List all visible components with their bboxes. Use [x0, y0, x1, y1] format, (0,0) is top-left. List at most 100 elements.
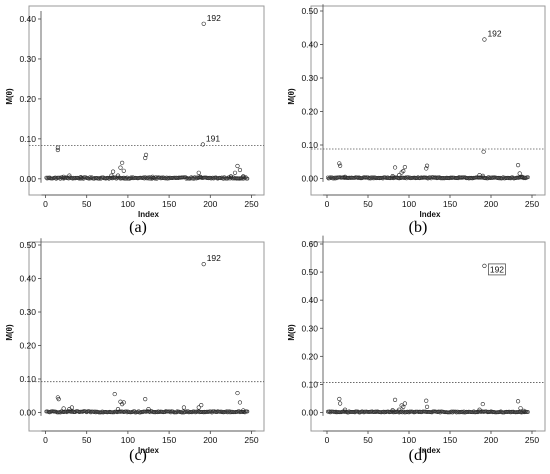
x-axis-label: Index — [138, 446, 159, 455]
data-point — [112, 391, 117, 397]
data-point — [477, 407, 482, 412]
y-axis-label: M(θ) — [287, 88, 296, 105]
y-tick-label: 0.50 — [19, 240, 36, 250]
baseline-point — [219, 176, 223, 181]
y-tick-label: 0.30 — [301, 73, 318, 83]
baseline-point — [141, 175, 146, 180]
x-tick-label: 100 — [402, 199, 416, 209]
data-point — [78, 175, 84, 180]
baseline-point — [70, 176, 75, 181]
y-tick-label: 0.00 — [19, 408, 36, 418]
data-point — [118, 165, 123, 170]
point-label: 191 — [206, 133, 220, 143]
data-point — [338, 163, 343, 168]
data-point — [67, 173, 72, 178]
baseline-point — [138, 410, 143, 415]
data-point — [196, 170, 201, 175]
x-axis-label: Index — [420, 210, 441, 219]
baseline-point — [194, 176, 199, 181]
data-point — [392, 165, 398, 170]
x-tick-label: 150 — [162, 435, 176, 445]
baseline-point — [88, 175, 92, 180]
data-point — [200, 142, 205, 147]
data-point — [521, 408, 526, 413]
point-label: 192 — [487, 28, 501, 38]
x-axis-label: Index — [420, 446, 441, 455]
x-tick-label: 50 — [363, 199, 373, 209]
panel-caption: (a) — [129, 219, 147, 236]
data-point — [110, 169, 116, 174]
x-tick-label: 50 — [82, 199, 92, 209]
baseline-point — [524, 176, 529, 180]
y-tick-label: 0.30 — [19, 307, 36, 317]
x-tick-label: 50 — [82, 435, 92, 445]
x-tick-label: 100 — [121, 435, 135, 445]
baseline-point — [159, 175, 164, 180]
point-label: 192 — [207, 253, 221, 263]
data-point — [390, 408, 395, 413]
chart-panel: 0.00 0.10 0.20 0.30 0.40 0.50 M(θ) 0 50 100 150 200… — [287, 4, 546, 236]
y-tick-label: 0.60 — [301, 239, 318, 249]
data-point — [121, 168, 126, 173]
data-point — [56, 397, 61, 402]
data-point — [424, 166, 429, 171]
y-tick-label: 0.10 — [301, 140, 318, 150]
y-tick-label: 0.10 — [19, 374, 36, 384]
x-tick-label: 250 — [244, 199, 258, 209]
data-point — [402, 401, 408, 406]
baseline-point — [435, 175, 440, 180]
chart-panel: 0.00 0.10 0.20 0.30 0.40 M(θ) 0 50 100 150 200 250 I… — [5, 5, 265, 236]
x-tick-label: 100 — [402, 435, 416, 445]
y-tick-label: 0.50 — [301, 267, 318, 277]
x-tick-label: 200 — [484, 435, 498, 445]
data-point — [424, 398, 429, 403]
baseline-point — [129, 175, 134, 180]
data-point — [402, 165, 408, 170]
data-point — [55, 145, 60, 150]
baseline-point — [110, 176, 115, 181]
x-tick-label: 200 — [203, 199, 217, 209]
plot-frame — [28, 5, 265, 196]
data-point — [109, 173, 114, 178]
data-point — [237, 167, 243, 173]
chart-panel: 0.00 0.10 0.20 0.30 0.40 0.50 0.60 M(θ) 0 50 100 15… — [287, 235, 546, 464]
data-point — [115, 173, 121, 178]
baseline-point — [46, 175, 50, 180]
x-tick-label: 150 — [162, 199, 176, 209]
panel-caption: (b) — [409, 219, 428, 236]
y-axis-label: M(θ) — [5, 324, 14, 341]
data-point — [482, 37, 487, 42]
data-point — [342, 174, 348, 179]
data-point — [397, 407, 402, 412]
plot-frame — [28, 241, 265, 432]
data-point — [235, 163, 240, 169]
data-point — [482, 263, 487, 269]
x-tick-label: 250 — [525, 199, 539, 209]
baseline-point — [237, 176, 242, 181]
y-axis-label: M(θ) — [5, 88, 14, 105]
data-point — [232, 170, 238, 175]
data-point — [337, 161, 342, 166]
data-point — [199, 403, 204, 408]
data-point — [55, 147, 60, 153]
data-point — [401, 169, 406, 174]
y-tick-label: 0.40 — [19, 14, 36, 24]
y-tick-label: 0.40 — [301, 295, 318, 305]
data-point — [198, 174, 203, 179]
baseline-point — [526, 175, 530, 180]
baseline-point — [431, 175, 436, 180]
data-point — [517, 171, 522, 176]
data-point — [392, 397, 398, 402]
panel-caption: (d) — [409, 447, 428, 464]
baseline-point — [150, 176, 155, 181]
baseline-point — [84, 175, 88, 180]
data-point — [480, 173, 485, 178]
data-point — [397, 173, 402, 178]
y-tick-label: 0.40 — [19, 274, 36, 284]
data-point — [337, 396, 342, 402]
x-tick-label: 250 — [525, 435, 539, 445]
y-tick-label: 0.00 — [19, 174, 36, 184]
data-point — [515, 163, 521, 168]
y-tick-label: 0.30 — [19, 54, 36, 64]
data-point — [481, 149, 486, 154]
